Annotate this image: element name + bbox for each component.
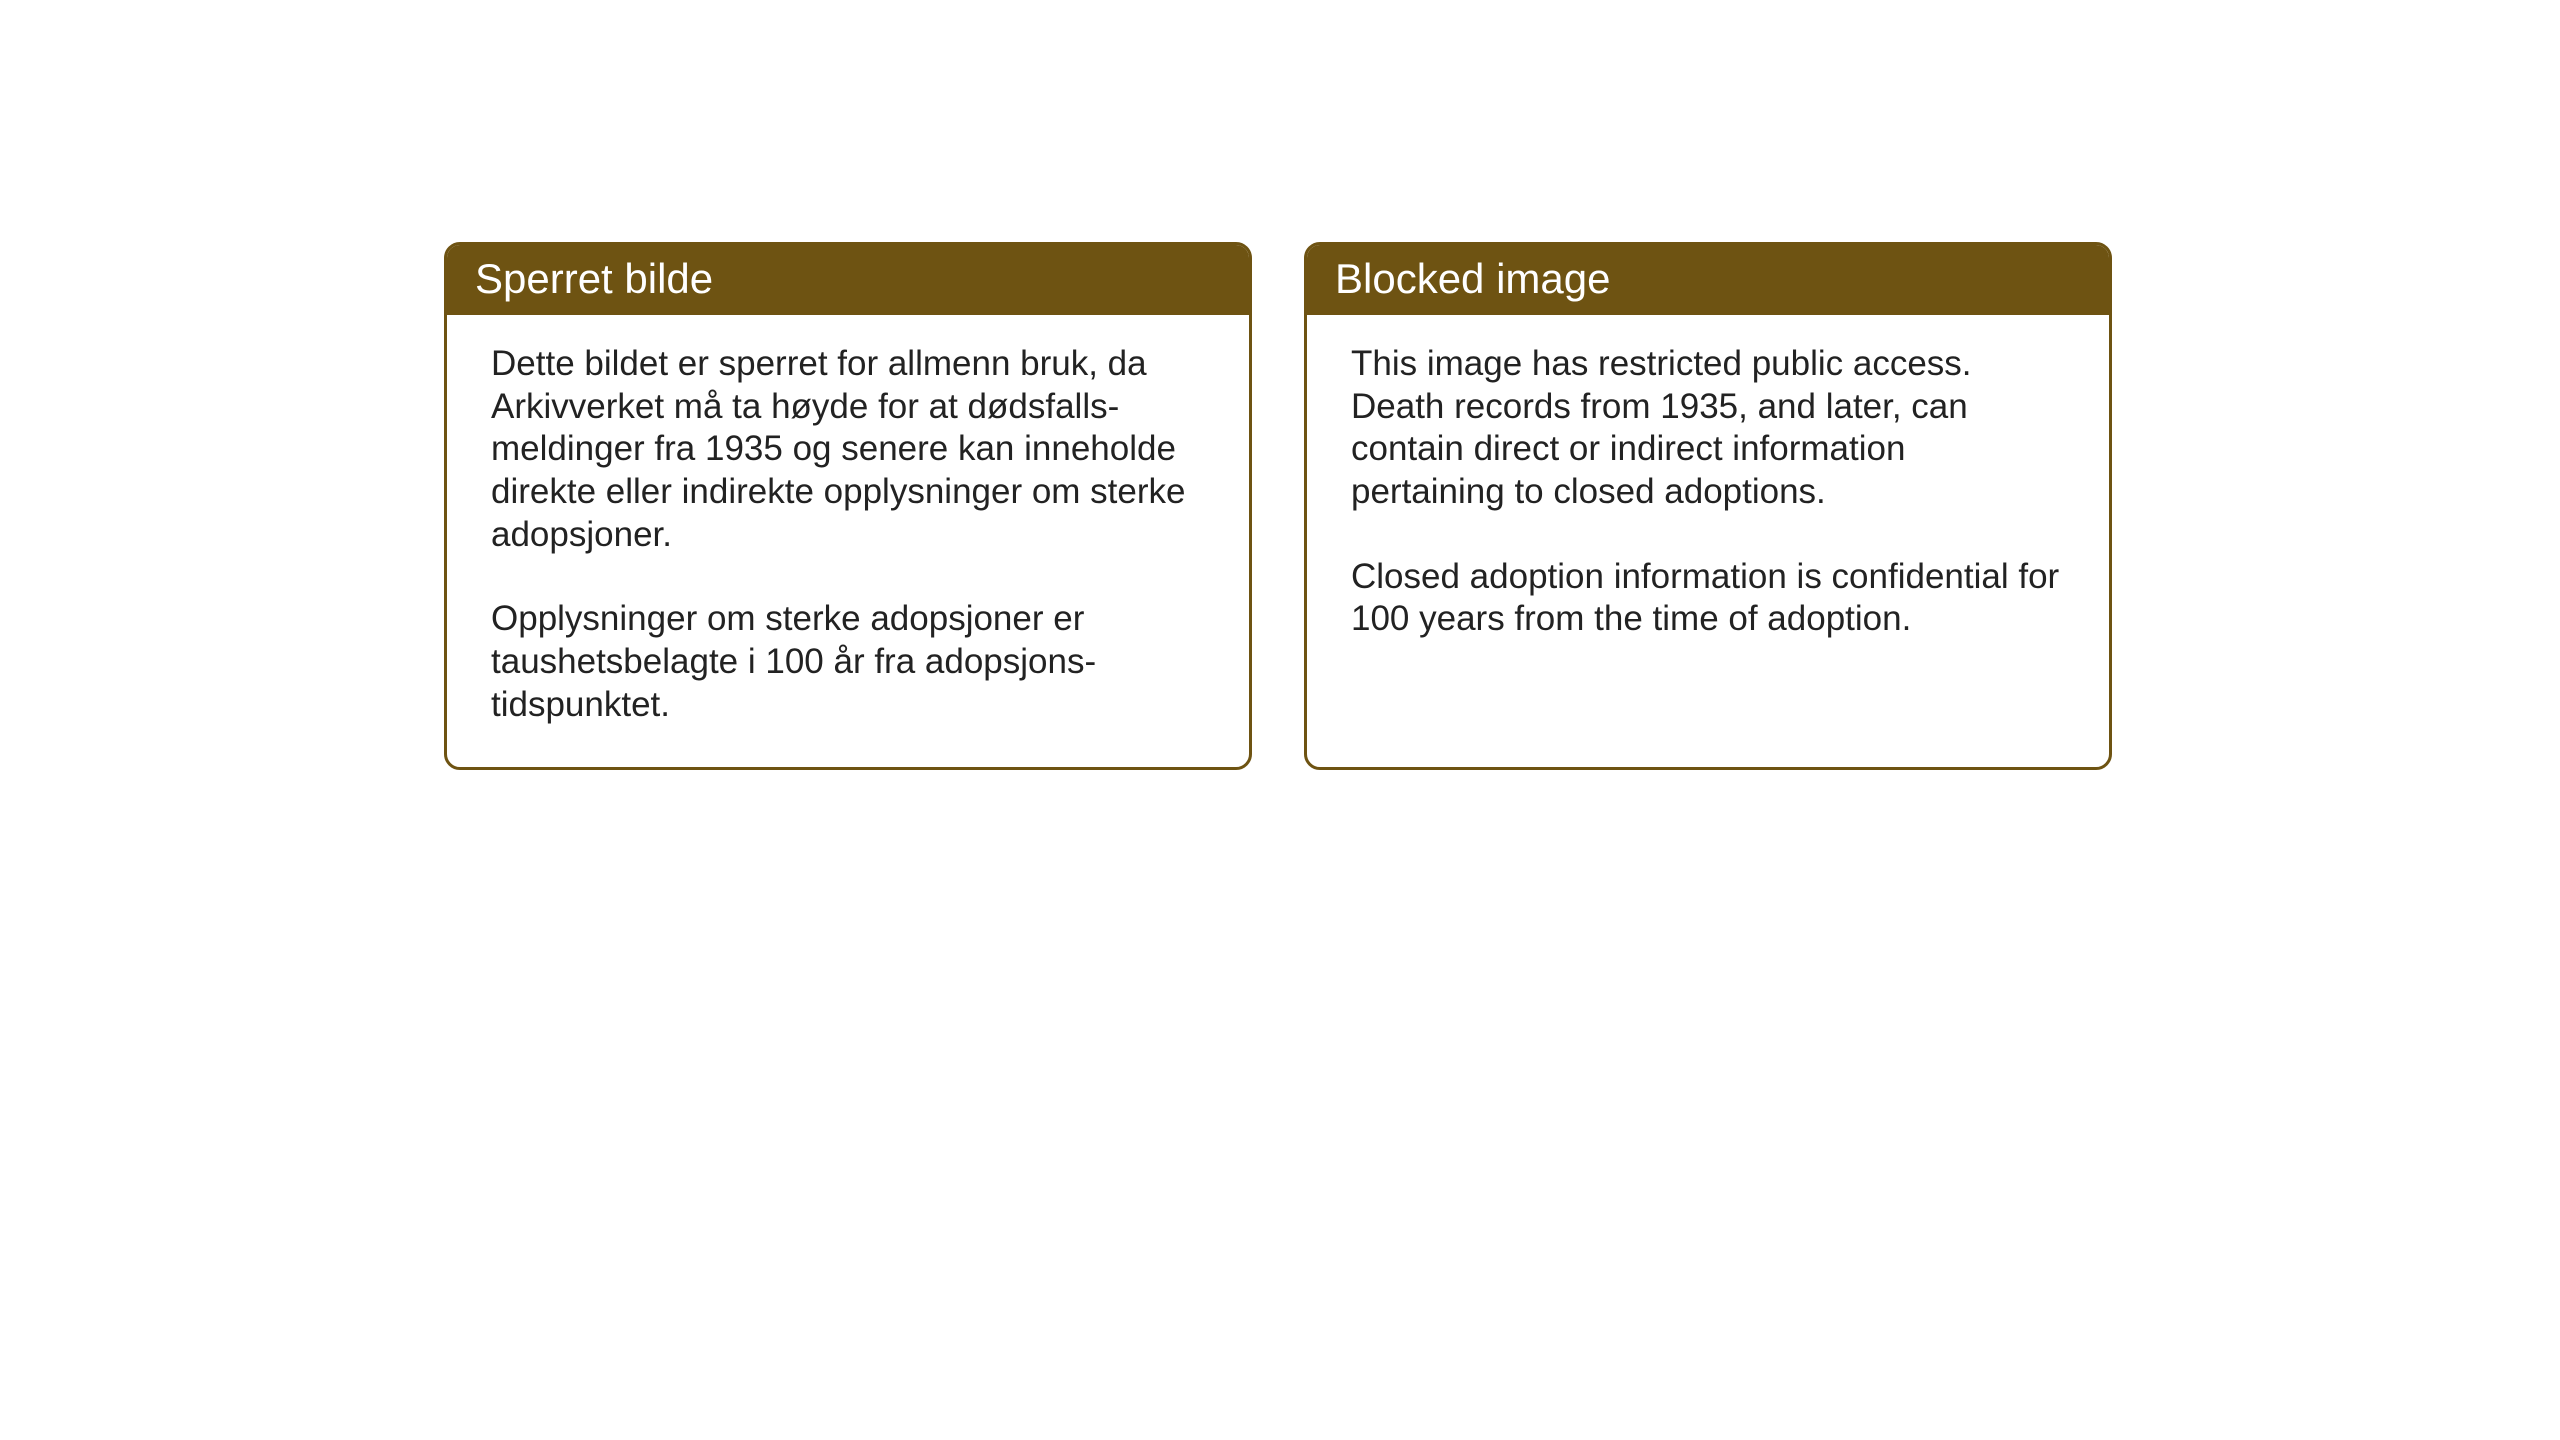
english-card: Blocked image This image has restricted … (1304, 242, 2112, 770)
norwegian-card-body: Dette bildet er sperret for allmenn bruk… (447, 315, 1249, 767)
norwegian-paragraph-2: Opplysninger om sterke adopsjoner er tau… (491, 598, 1205, 726)
english-card-body: This image has restricted public access.… (1307, 315, 2109, 735)
english-paragraph-1: This image has restricted public access.… (1351, 343, 2065, 514)
cards-container: Sperret bilde Dette bildet er sperret fo… (444, 242, 2112, 770)
english-paragraph-2: Closed adoption information is confident… (1351, 556, 2065, 641)
norwegian-card: Sperret bilde Dette bildet er sperret fo… (444, 242, 1252, 770)
norwegian-card-title: Sperret bilde (447, 245, 1249, 315)
norwegian-paragraph-1: Dette bildet er sperret for allmenn bruk… (491, 343, 1205, 556)
english-card-title: Blocked image (1307, 245, 2109, 315)
